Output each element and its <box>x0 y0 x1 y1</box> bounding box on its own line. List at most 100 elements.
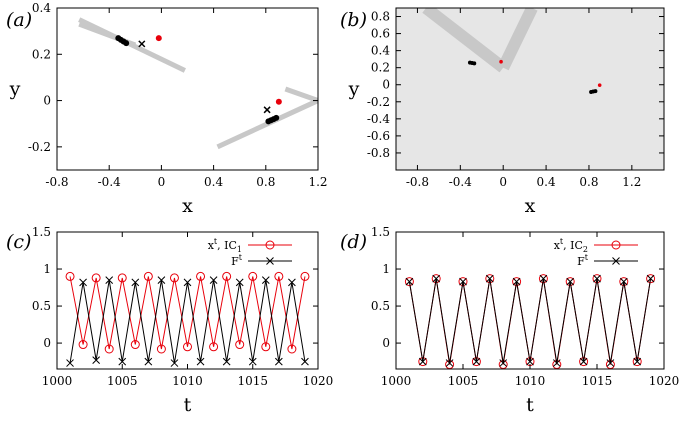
legend-label: Ft <box>231 253 243 268</box>
x-tick-label: 1005 <box>107 374 138 388</box>
panel-b: -0.8 -0.4 0 0.4 0.8 1.2 -0.8 -0.6 -0.4 -0.2 0 0.2 0.… <box>340 7 665 217</box>
x-tick-label: 1020 <box>649 374 680 388</box>
plot-frame <box>56 7 319 171</box>
data-point-circle <box>592 274 602 284</box>
data-point-circle <box>287 344 297 354</box>
data-point-circle <box>196 271 206 281</box>
data-point-circle <box>248 271 258 281</box>
data-point-cross <box>619 277 628 286</box>
data-point-circle <box>300 271 310 281</box>
x-tick-label: -0.8 <box>45 175 68 189</box>
data-point-cross <box>405 277 414 286</box>
legend-label-sup: t <box>239 253 243 262</box>
data-point-circle <box>274 271 284 281</box>
plot-area <box>422 8 602 94</box>
data-point-circle <box>130 340 140 350</box>
data-point-circle <box>104 344 114 354</box>
data-point-cross <box>92 356 101 364</box>
x-tick-label: 0 <box>158 175 166 189</box>
data-point-circle <box>156 344 166 354</box>
y-tick-label: 0.5 <box>32 299 51 313</box>
data-point-cross <box>66 359 74 367</box>
x-tick-label: 1000 <box>42 374 73 388</box>
y-tick-label: 0 <box>43 336 51 350</box>
panel-a: -0.8 -0.4 0 0.4 0.8 1.2 -0.2 0 0.2 0.4 x y (a) <box>6 1 328 217</box>
data-point-circle <box>117 273 127 283</box>
data-point-circle <box>418 357 428 367</box>
legend-label: xt, IC2 <box>554 237 588 254</box>
y-tick-label: 0 <box>43 94 51 108</box>
y-tick-label: 1 <box>43 262 51 276</box>
y-tick-label: 0.4 <box>371 44 390 58</box>
plot-area <box>65 271 310 367</box>
data-point-cross <box>485 274 494 283</box>
data-point-cross <box>144 357 153 366</box>
data-point-cross <box>248 357 257 366</box>
cross-point <box>138 40 146 48</box>
data-point-circle <box>404 277 414 287</box>
data-point-cross <box>593 274 601 283</box>
x-axis-label: t <box>184 394 192 416</box>
data-point-cross <box>459 277 467 286</box>
data-point-circle <box>538 274 548 284</box>
data-point-circle <box>261 342 271 352</box>
data-point-cross <box>274 357 283 366</box>
y-tick-label: 0.5 <box>371 299 390 313</box>
y-axis-label: y <box>348 78 360 100</box>
legend-label-main: x <box>208 239 215 252</box>
red-point <box>275 98 282 105</box>
legend-label-main: F <box>577 255 585 268</box>
x-tick-label: 1015 <box>237 374 268 388</box>
legend-label-main: x <box>554 239 561 252</box>
data-point-cross <box>512 277 521 286</box>
data-point-circle <box>183 342 192 352</box>
data-point-cross <box>157 276 166 284</box>
plot-background <box>396 8 664 170</box>
legend-marker-circle <box>611 240 621 250</box>
y-tick-label: 0 <box>382 336 390 350</box>
data-point-cross <box>432 274 441 283</box>
plot-background <box>57 232 318 369</box>
y-tick-label: -0.8 <box>367 146 390 160</box>
legend-label: Ft <box>577 253 589 268</box>
data-point-cross <box>222 357 231 366</box>
x-tick-label: -0.4 <box>98 175 122 189</box>
data-point-cross <box>261 276 270 284</box>
x-tick-label: 1.2 <box>308 175 327 189</box>
legend-label-rest: , IC <box>217 239 237 252</box>
y-axis-label: y <box>9 78 21 100</box>
panel-label: (d) <box>340 231 367 253</box>
y-tick-label: 1.5 <box>32 225 51 239</box>
cross-point <box>263 106 271 114</box>
plot-background <box>396 232 664 369</box>
y-tick-label: 1.5 <box>371 225 390 239</box>
y-tick-label: -0.4 <box>367 112 391 126</box>
plot-area <box>78 17 318 150</box>
y-tick-label: 0.6 <box>371 27 390 41</box>
data-point-cross <box>288 278 296 287</box>
data-point-circle <box>65 271 75 281</box>
data-point-circle <box>78 340 88 350</box>
y-tick-label: 1 <box>382 262 390 276</box>
x-tick-label: -0.4 <box>449 175 473 189</box>
y-tick-label: -0.2 <box>367 95 390 109</box>
legend-label: xt, IC1 <box>208 237 242 254</box>
black-point <box>593 89 598 94</box>
red-point <box>499 59 503 64</box>
attractor-band-lower-band-tip <box>284 86 318 103</box>
legend-marker-circle <box>265 240 275 250</box>
x-axis-label: x <box>525 195 536 217</box>
x-tick-label: 1000 <box>381 374 412 388</box>
series-line-state <box>69 276 306 350</box>
red-point <box>597 83 602 87</box>
x-tick-label: 1.2 <box>622 175 641 189</box>
data-point-circle <box>143 271 153 281</box>
panel-label: (b) <box>340 9 367 31</box>
y-tick-label: 0 <box>382 78 390 92</box>
data-point-cross <box>499 359 508 367</box>
data-point-cross <box>235 278 244 287</box>
data-point-circle <box>169 273 179 283</box>
